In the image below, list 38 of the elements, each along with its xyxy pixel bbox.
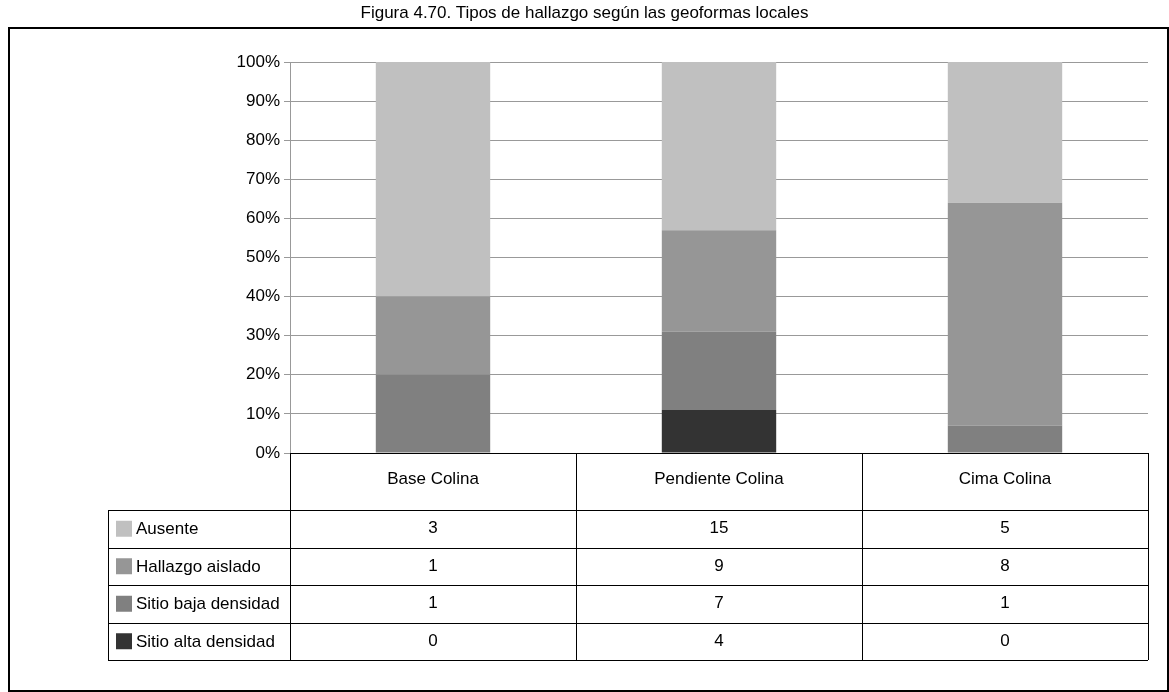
bar bbox=[661, 62, 777, 231]
y-tick-label: 30% bbox=[245, 325, 280, 345]
text: 15 bbox=[709, 518, 729, 538]
text: 0 bbox=[428, 630, 438, 650]
y-tick-label: 100% bbox=[236, 51, 280, 71]
bar bbox=[661, 409, 777, 453]
chart-title: Figura 4.70. Tipos de hallazgo según las geoformas locales bbox=[360, 2, 809, 22]
legend-label: Sitio alta densidad bbox=[136, 631, 275, 651]
y-tick-label: 90% bbox=[245, 90, 280, 110]
y-tick-label: 0% bbox=[255, 442, 280, 462]
text: 0 bbox=[1000, 630, 1010, 650]
text: 3 bbox=[428, 518, 438, 538]
text: 1 bbox=[428, 555, 438, 575]
bar bbox=[661, 331, 777, 410]
text: 5 bbox=[1000, 518, 1010, 538]
x-tick-label: Base Colina bbox=[387, 468, 480, 488]
text: 4 bbox=[714, 630, 724, 650]
bar bbox=[947, 425, 1063, 453]
text: 9 bbox=[714, 555, 724, 575]
bar bbox=[375, 62, 491, 297]
y-tick-label: 50% bbox=[245, 247, 280, 267]
text: 8 bbox=[1000, 555, 1010, 575]
legend-label: Hallazgo aislado bbox=[136, 556, 261, 576]
y-tick-label: 60% bbox=[245, 208, 280, 228]
legend-label: Ausente bbox=[136, 519, 199, 539]
y-tick-label: 20% bbox=[245, 364, 280, 384]
y-tick-label: 80% bbox=[245, 129, 280, 149]
text: 1 bbox=[428, 593, 438, 613]
bar bbox=[375, 374, 491, 453]
y-tick-label: 70% bbox=[245, 168, 280, 188]
y-tick-label: 10% bbox=[245, 403, 280, 423]
y-tick-label: 40% bbox=[245, 286, 280, 306]
x-tick-label: Pendiente Colina bbox=[654, 468, 785, 488]
bar bbox=[947, 62, 1063, 203]
text: 7 bbox=[714, 593, 724, 613]
text: 1 bbox=[1000, 593, 1010, 613]
legend-label: Sitio baja densidad bbox=[136, 594, 280, 614]
x-tick-label: Cima Colina bbox=[958, 468, 1052, 488]
